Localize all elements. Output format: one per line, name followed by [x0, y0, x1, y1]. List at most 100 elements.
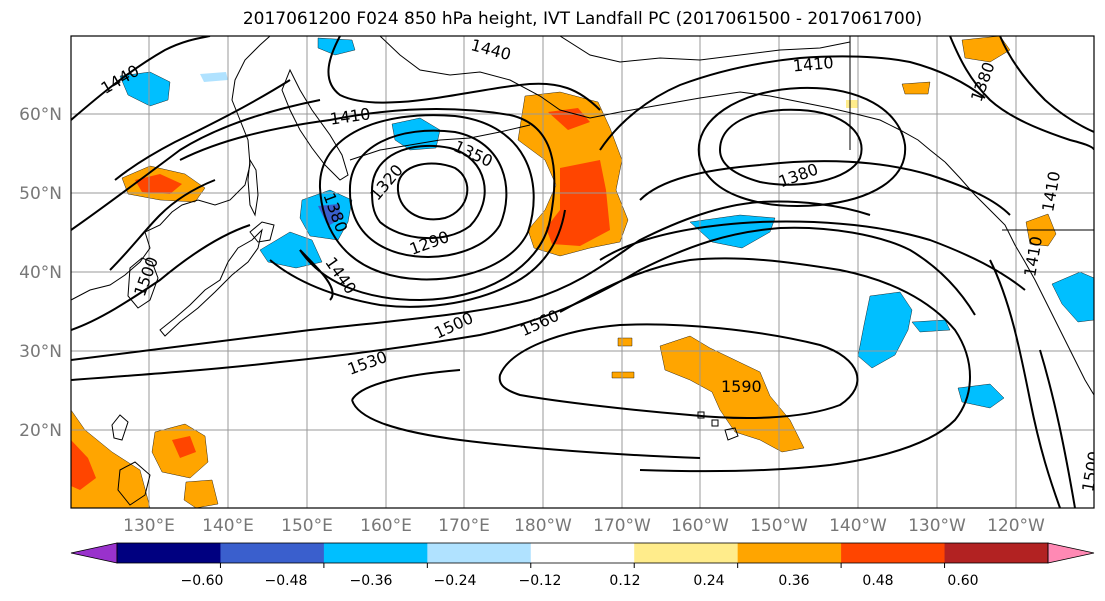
- contour-1410-loop: [697, 86, 907, 207]
- ivt-positive-region: [71, 409, 151, 508]
- colorbar-tick-label: −0.48: [265, 573, 308, 589]
- ivt-positive-region: [611, 371, 635, 379]
- contour-1500-east: [1039, 349, 1076, 508]
- colorbar-ticks: [219, 563, 946, 568]
- ivt-positive-region: [846, 100, 858, 108]
- north-america-coastline: [944, 161, 1094, 396]
- latitude-axis: 60°N 50°N 40°N 30°N 20°N: [19, 105, 62, 441]
- contour-1440-east: [639, 160, 1011, 216]
- ivt-negative-region: [317, 37, 356, 56]
- colorbar-extend-high: [1047, 542, 1095, 564]
- contour-1530: [71, 226, 976, 381]
- longitude-label: 130°W: [908, 516, 966, 536]
- ivt-positive-region: [71, 440, 96, 490]
- colorbar-tick-label: −0.60: [181, 573, 224, 589]
- ivt-negative-region: [911, 319, 951, 333]
- contour-1410-ne: [999, 36, 1094, 133]
- colorbar-segment: [530, 543, 635, 563]
- colorbar-tick-label: 0.48: [862, 573, 893, 589]
- latitude-label: 60°N: [19, 105, 62, 125]
- latitude-label: 30°N: [19, 342, 62, 362]
- asia-coastline: [71, 36, 271, 301]
- contour-1470-east: [599, 220, 1026, 291]
- ivt-positive-region: [659, 335, 805, 453]
- ivt-positive-region: [172, 436, 196, 458]
- colorbar-tick-labels: −0.60 −0.48 −0.36 −0.24 −0.12 0.12 0.24 …: [181, 573, 979, 589]
- contour-1560-b: [351, 369, 701, 459]
- longitude-label: 130°E: [123, 516, 175, 536]
- colorbar-segment: [427, 543, 532, 563]
- colorbar-frame: [116, 542, 1049, 564]
- longitude-label: 150°W: [750, 516, 808, 536]
- longitude-label: 160°W: [671, 516, 729, 536]
- ivt-positive-region: [961, 36, 1011, 63]
- colorbar-segment: [220, 543, 325, 563]
- height-contours: [71, 36, 1094, 508]
- latitude-label: 50°N: [19, 184, 62, 204]
- colorbar-segment: [323, 543, 428, 563]
- map-title: 2017061200 F024 850 hPa height, IVT Land…: [242, 9, 923, 29]
- ivt-positive-region: [183, 479, 219, 508]
- contour-1410-east: [599, 55, 986, 151]
- philippines-coastline: [117, 461, 151, 506]
- ivt-positive-region: [135, 174, 182, 194]
- contour-label: 1410: [792, 53, 834, 75]
- colorbar-segment: [117, 543, 221, 563]
- longitude-label: 170°E: [438, 516, 490, 536]
- ivt-negative-region: [200, 72, 228, 82]
- longitude-label: 150°E: [281, 516, 333, 536]
- japan-hokkaido-coastline: [249, 221, 275, 243]
- colorbar-segment: [944, 543, 1049, 563]
- taiwan-coastline: [111, 414, 129, 441]
- map-area: 1440 1440 1410 1410 1380 1380 1350 1320 …: [71, 36, 1094, 508]
- latitude-label: 20°N: [19, 421, 62, 441]
- colorbar-tick-label: 0.12: [609, 573, 640, 589]
- longitude-label: 160°E: [360, 516, 412, 536]
- colorbar-segment: [737, 543, 842, 563]
- contour-1350: [348, 129, 508, 258]
- contour-1320: [370, 144, 486, 240]
- contour-1530-east: [989, 259, 1061, 508]
- colorbar-tick-label: 0.36: [778, 573, 809, 589]
- sakhalin-coastline: [247, 158, 259, 217]
- longitude-label: 120°W: [987, 516, 1045, 536]
- colorbar-segment: [841, 543, 946, 563]
- colorbar-tick-label: 0.24: [693, 573, 724, 589]
- longitude-label: 180°W: [514, 516, 572, 536]
- contour-1590: [498, 323, 859, 419]
- contour-1380-east: [718, 108, 863, 186]
- japan-coastline: [159, 228, 263, 337]
- contour-1380-west: [318, 114, 535, 281]
- contour-1560: [559, 257, 971, 473]
- longitude-axis: 130°E 140°E 150°E 160°E 170°E 180°W 170°…: [123, 516, 1045, 536]
- alaska-north-coastline: [559, 36, 851, 63]
- contour-1440-b: [114, 79, 334, 301]
- coastlines: [71, 36, 1094, 506]
- colorbar: −0.60 −0.48 −0.36 −0.24 −0.12 0.12 0.24 …: [70, 542, 1095, 589]
- colorbar-tick-label: −0.12: [519, 573, 562, 589]
- contour-1380-ne: [949, 36, 1094, 151]
- contour-1470: [71, 99, 566, 308]
- colorbar-extend-low: [70, 542, 118, 564]
- colorbar-tick-label: −0.36: [350, 573, 393, 589]
- ivt-positive-region: [617, 337, 633, 347]
- colorbar-segment: [634, 543, 739, 563]
- map-frame: [70, 35, 1095, 509]
- kamchatka-coastline: [281, 68, 349, 181]
- contour-1410-west: [179, 107, 556, 302]
- colorbar-segments: [70, 542, 1095, 564]
- ivt-positive-region: [901, 81, 931, 95]
- latitude-label: 40°N: [19, 263, 62, 283]
- contour-1440-west: [71, 36, 601, 121]
- longitude-label: 170°W: [593, 516, 651, 536]
- colorbar-tick-label: 0.60: [947, 573, 978, 589]
- longitude-label: 140°W: [829, 516, 887, 536]
- longitude-label: 140°E: [202, 516, 254, 536]
- alaska-coastline: [379, 36, 946, 163]
- ivt-negative-region: [119, 71, 171, 107]
- korea-coastline: [127, 257, 159, 309]
- contour-1290: [396, 162, 469, 221]
- colorbar-tick-label: −0.24: [434, 573, 477, 589]
- contour-label: 1590: [721, 377, 762, 396]
